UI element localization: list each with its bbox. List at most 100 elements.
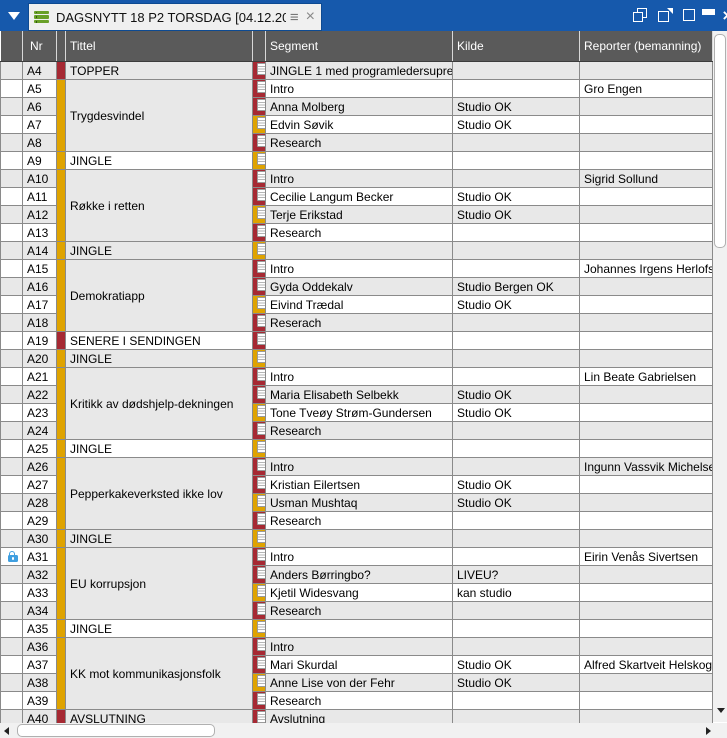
cell-nr[interactable]: A24 <box>22 421 57 440</box>
lock-cell[interactable] <box>0 115 23 134</box>
tittel-strip[interactable] <box>56 349 66 368</box>
cell-segment[interactable] <box>265 151 453 170</box>
cell-nr[interactable]: A22 <box>22 385 57 404</box>
segment-strip[interactable] <box>252 403 266 422</box>
cell-nr[interactable]: A15 <box>22 259 57 278</box>
cell-nr[interactable]: A14 <box>22 241 57 260</box>
cell-segment[interactable]: Research <box>265 133 453 152</box>
segment-strip[interactable] <box>252 601 266 620</box>
rundown-tab[interactable]: DAGSNYTT 18 P2 TORSDAG [04.12.2025 18:0 … <box>28 3 322 31</box>
cell-segment[interactable]: Intro <box>265 367 453 386</box>
lock-cell[interactable] <box>0 403 23 422</box>
cell-kilde[interactable]: Studio OK <box>452 403 580 422</box>
cell-reporter[interactable] <box>579 241 713 260</box>
segment-strip[interactable] <box>252 565 266 584</box>
segment-strip[interactable] <box>252 619 266 638</box>
cell-nr[interactable]: A29 <box>22 511 57 530</box>
lock-cell[interactable] <box>0 79 23 98</box>
horizontal-scrollbar[interactable] <box>0 723 727 738</box>
vertical-scrollbar[interactable] <box>713 31 727 722</box>
cell-segment[interactable]: Eivind Trædal <box>265 295 453 314</box>
vertical-scrollbar-thumb[interactable] <box>714 34 726 248</box>
segment-strip[interactable] <box>252 313 266 332</box>
cell-nr[interactable]: A10 <box>22 169 57 188</box>
cell-nr[interactable]: A38 <box>22 673 57 692</box>
cell-nr[interactable]: A39 <box>22 691 57 710</box>
lock-cell[interactable] <box>0 547 23 566</box>
cell-segment[interactable] <box>265 529 453 548</box>
lock-cell[interactable] <box>0 133 23 152</box>
segment-strip[interactable] <box>252 529 266 548</box>
segment-strip[interactable] <box>252 115 266 134</box>
lock-cell[interactable] <box>0 61 23 80</box>
cell-nr[interactable]: A27 <box>22 475 57 494</box>
lock-cell[interactable] <box>0 367 23 386</box>
segment-strip[interactable] <box>252 673 266 692</box>
segment-strip[interactable] <box>252 421 266 440</box>
cell-reporter[interactable] <box>579 151 713 170</box>
cell-kilde[interactable] <box>452 133 580 152</box>
horizontal-scrollbar-thumb[interactable] <box>17 724 215 737</box>
cell-kilde[interactable] <box>452 601 580 620</box>
lock-cell[interactable] <box>0 673 23 692</box>
cell-kilde[interactable]: kan studio <box>452 583 580 602</box>
cell-reporter[interactable] <box>579 637 713 656</box>
cell-tittel[interactable]: JINGLE <box>65 349 253 368</box>
cell-segment[interactable]: Intro <box>265 169 453 188</box>
cell-kilde[interactable]: Studio OK <box>452 673 580 692</box>
cell-reporter[interactable] <box>579 493 713 512</box>
cell-kilde[interactable]: Studio OK <box>452 385 580 404</box>
cell-segment[interactable] <box>265 331 453 350</box>
header-tittel[interactable]: Tittel <box>65 31 253 62</box>
cell-nr[interactable]: A12 <box>22 205 57 224</box>
cell-tittel[interactable]: JINGLE <box>65 151 253 170</box>
segment-strip[interactable] <box>252 475 266 494</box>
cell-reporter[interactable]: Alfred Skartveit Helskog <box>579 655 713 674</box>
cell-tittel[interactable]: Kritikk av dødshjelp-dekningen <box>65 367 253 440</box>
cell-kilde[interactable]: Studio OK <box>452 295 580 314</box>
segment-strip[interactable] <box>252 295 266 314</box>
cell-kilde[interactable] <box>452 457 580 476</box>
cell-reporter[interactable] <box>579 331 713 350</box>
cell-reporter[interactable] <box>579 475 713 494</box>
cell-tittel[interactable]: EU korrupsjon <box>65 547 253 620</box>
tittel-strip[interactable] <box>56 457 66 530</box>
lock-cell[interactable] <box>0 601 23 620</box>
cell-nr[interactable]: A33 <box>22 583 57 602</box>
rundown-dropdown-button[interactable] <box>0 0 27 31</box>
cell-nr[interactable]: A20 <box>22 349 57 368</box>
cell-kilde[interactable]: Studio OK <box>452 115 580 134</box>
cell-segment[interactable]: Intro <box>265 637 453 656</box>
tittel-strip[interactable] <box>56 259 66 332</box>
cell-kilde[interactable]: Studio OK <box>452 493 580 512</box>
lock-cell[interactable] <box>0 583 23 602</box>
cell-reporter[interactable] <box>579 223 713 242</box>
cell-reporter[interactable] <box>579 115 713 134</box>
cell-nr[interactable]: A17 <box>22 295 57 314</box>
lock-cell[interactable] <box>0 97 23 116</box>
cell-segment[interactable]: Edvin Søvik <box>265 115 453 134</box>
lock-cell[interactable] <box>0 277 23 296</box>
tittel-strip[interactable] <box>56 331 66 350</box>
cell-segment[interactable]: Intro <box>265 457 453 476</box>
lock-cell[interactable] <box>0 637 23 656</box>
tittel-strip[interactable] <box>56 439 66 458</box>
scroll-right-icon[interactable] <box>706 727 711 735</box>
segment-strip[interactable] <box>252 61 266 80</box>
cell-reporter[interactable] <box>579 277 713 296</box>
lock-cell[interactable] <box>0 511 23 530</box>
cell-kilde[interactable] <box>452 421 580 440</box>
cell-kilde[interactable] <box>452 79 580 98</box>
cell-kilde[interactable]: LIVEU? <box>452 565 580 584</box>
cell-nr[interactable]: A11 <box>22 187 57 206</box>
cell-nr[interactable]: A13 <box>22 223 57 242</box>
lock-cell[interactable] <box>0 457 23 476</box>
cell-kilde[interactable] <box>452 223 580 242</box>
header-kilde[interactable]: Kilde <box>452 31 580 62</box>
cell-segment[interactable] <box>265 619 453 638</box>
cell-reporter[interactable] <box>579 601 713 620</box>
cell-nr[interactable]: A21 <box>22 367 57 386</box>
segment-strip[interactable] <box>252 133 266 152</box>
lock-cell[interactable] <box>0 151 23 170</box>
cell-segment[interactable] <box>265 439 453 458</box>
